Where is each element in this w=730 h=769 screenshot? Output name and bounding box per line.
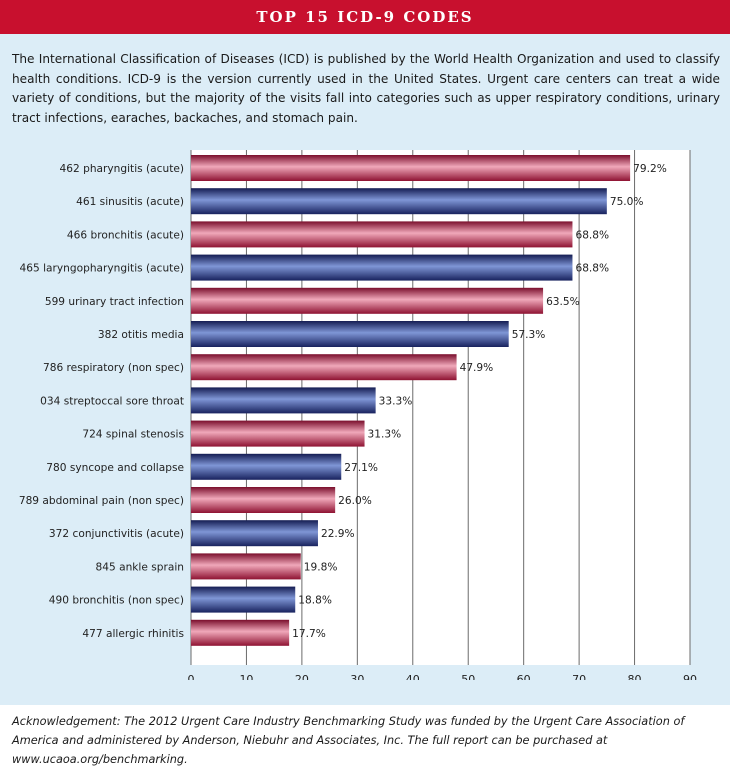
data-label: 47.9% [460,362,494,374]
x-tick-label: 0 [188,673,195,680]
x-tick-label: 90 [683,673,697,680]
category-label: 599 urinary tract infection [45,296,184,308]
data-label: 57.3% [512,329,546,341]
data-label: 79.2% [633,163,667,175]
data-label: 63.5% [546,296,580,308]
category-label: 477 allergic rhinitis [82,628,184,640]
x-tick-label: 10 [239,673,253,680]
category-label: 466 bronchitis (acute) [67,229,184,241]
data-label: 33.3% [379,395,413,407]
bar [191,254,573,281]
category-label: 780 syncope and collapse [46,462,184,474]
x-tick-label: 40 [406,673,420,680]
category-label: 372 conjunctivitis (acute) [49,528,184,540]
bar [191,287,544,314]
bar [191,553,301,580]
category-label: 789 abdominal pain (non spec) [19,495,184,507]
x-tick-label: 60 [517,673,531,680]
data-label: 18.8% [298,595,332,607]
x-tick-label: 20 [295,673,309,680]
category-label: 845 ankle sprain [95,561,184,573]
bar [191,221,573,248]
bar [191,387,376,414]
x-tick-label: 80 [628,673,642,680]
data-label: 31.3% [368,429,402,441]
page-title: TOP 15 ICD-9 CODES [0,0,730,34]
bar [191,155,631,181]
data-label: 26.0% [338,495,372,507]
data-label: 68.8% [575,229,609,241]
bar-chart: 0 10 20 30 40 50 60 70 80 90 462 pharyngitis (acut… [19,150,697,680]
bar [191,354,457,381]
bar [191,321,509,347]
category-label: 462 pharyngitis (acute) [60,163,184,175]
category-label: 382 otitis media [98,329,184,341]
data-label: 75.0% [610,196,644,208]
data-label: 19.8% [304,561,338,573]
category-label: 724 spinal stenosis [82,429,184,441]
category-label: 461 sinusitis (acute) [76,196,184,208]
bar [191,586,296,613]
x-tick-label: 30 [350,673,364,680]
data-label: 68.8% [575,263,609,275]
category-label: 786 respiratory (non spec) [43,362,184,374]
data-label: 17.7% [292,628,326,640]
intro-text: The International Classification of Dise… [12,52,720,125]
category-label: 034 streptoccal sore throat [40,395,184,407]
x-tick-label: 50 [461,673,475,680]
bar [191,453,342,480]
data-label: 22.9% [321,528,355,540]
bar [191,619,290,646]
data-label: 27.1% [344,462,378,474]
category-label: 490 bronchitis (non spec) [49,595,184,607]
bar [191,487,336,513]
acknowledgement: Acknowledgement: The 2012 Urgent Care In… [12,715,685,766]
bar [191,520,318,547]
category-label: 465 laryngopharyngitis (acute) [20,263,184,275]
x-tick-label: 70 [572,673,586,680]
bar [191,420,365,447]
bar [191,188,607,215]
